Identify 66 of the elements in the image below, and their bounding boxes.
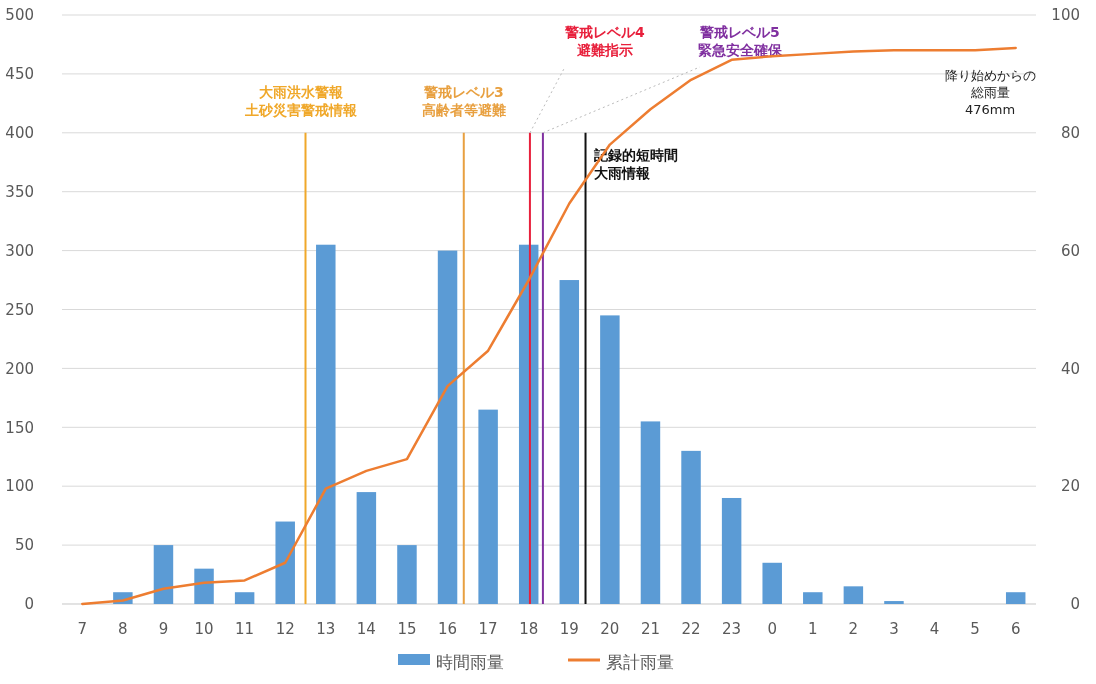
bar [559,280,580,604]
x-tick-label: 16 [437,620,458,638]
ref-line-label: 大雨洪水警報土砂災害警戒情報 [243,84,358,119]
y2-tick-label: 20 [1060,477,1080,496]
x-tick-label: 4 [929,620,940,638]
y2-tick-label: 100 [1051,6,1080,25]
x-tick-label: 10 [194,620,214,638]
bar [681,450,701,604]
bar [640,421,661,604]
y-tick-label: 450 [5,65,34,84]
x-tick-label: 7 [77,620,88,638]
x-tick-label: 22 [681,620,701,638]
x-tick-label: 5 [970,620,980,638]
y2-tick-label: 40 [1060,359,1080,378]
y-tick-label: 100 [5,477,34,496]
x-tick-label: 20 [600,620,620,638]
y-tick-label: 150 [5,418,34,437]
bar [478,409,498,604]
x-tick-label: 8 [118,620,128,638]
bar [153,545,174,604]
bar [437,250,458,604]
bar [397,545,417,604]
bar [721,497,742,604]
x-tick-label: 15 [397,620,417,638]
x-tick-label: 6 [1010,620,1021,638]
x-tick-label: 18 [519,620,539,638]
y-tick-label: 250 [5,300,34,319]
bar [1005,592,1026,604]
y-tick-label: 350 [5,182,34,201]
y-tick-label: 0 [24,595,34,614]
y2-tick-label: 0 [1070,595,1080,614]
legend-label: 累計雨量 [606,652,674,672]
legend-label: 時間雨量 [436,652,504,672]
x-tick-label: 0 [767,620,777,638]
y-tick-label: 300 [5,241,34,260]
x-tick-label: 12 [275,620,295,638]
y-tick-label: 200 [5,359,34,378]
x-tick-label: 17 [478,620,498,638]
annotation: 降り始めからの総雨量476mm [944,68,1036,117]
x-tick-label: 14 [356,620,376,638]
bar [803,592,823,604]
x-tick-label: 3 [889,620,899,638]
bar [275,521,295,604]
ref-line-label: 警戒レベル4避難指示 [564,24,646,59]
bar [234,592,255,604]
y-tick-label: 500 [5,6,34,25]
x-tick-label: 2 [848,620,859,638]
x-tick-label: 13 [316,620,336,638]
x-tick-label: 23 [722,620,742,638]
x-tick-label: 1 [808,620,818,638]
bar [316,244,336,604]
x-tick-label: 19 [559,620,579,638]
bar [843,586,864,604]
y2-tick-label: 80 [1060,124,1080,143]
x-tick-label: 11 [235,620,255,638]
y-tick-label: 50 [14,536,34,555]
bar [600,315,620,604]
x-tick-label: 21 [640,620,661,638]
bar [762,562,782,604]
x-tick-label: 9 [158,620,169,638]
y-tick-label: 400 [5,124,34,143]
ref-line-label: 警戒レベル3高齢者等避難 [421,84,506,119]
y2-tick-label: 60 [1060,241,1080,260]
bar [194,568,214,604]
bar [884,601,904,604]
bar [356,492,377,604]
